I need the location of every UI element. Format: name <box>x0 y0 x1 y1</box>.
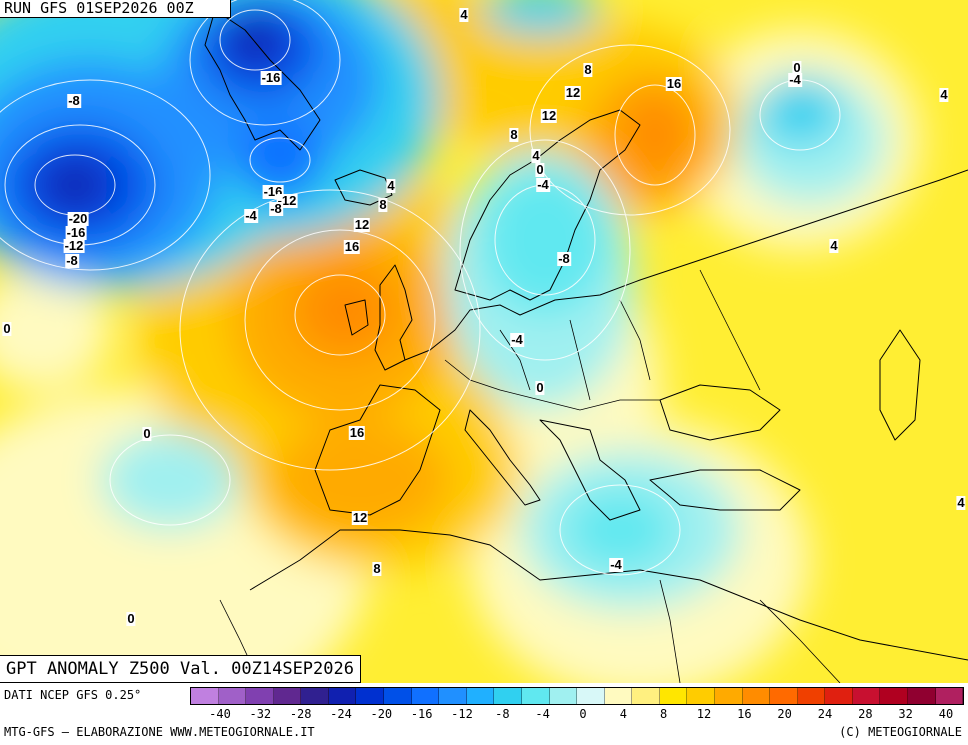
isoline-label: 0 <box>126 611 136 626</box>
colorbar-tick-label: -28 <box>289 707 312 721</box>
colorbar-swatch <box>191 688 219 704</box>
isoline-label: 8 <box>372 561 382 576</box>
isoline-label: 16 <box>343 239 361 254</box>
colorbar-swatch <box>604 688 633 704</box>
colorbar-swatch <box>273 688 302 704</box>
product-title: GPT ANOMALY Z500 Val. 00Z14SEP2026 <box>0 655 361 683</box>
isoline-label: 8 <box>509 127 519 142</box>
colorbar-swatch <box>797 688 826 704</box>
country-borders <box>219 269 841 683</box>
isoline-label: 12 <box>353 217 371 232</box>
colorbar-tick-label: -8 <box>495 707 510 721</box>
isoline-label: 4 <box>531 148 541 163</box>
isoline-label: -16 <box>65 225 87 240</box>
isoline-label: 4 <box>829 238 839 253</box>
colorbar-swatch <box>577 688 605 704</box>
colorbar-tick-label: 32 <box>898 707 913 721</box>
isoline-label: 12 <box>540 108 558 123</box>
isoline-label: -8 <box>269 201 283 216</box>
isoline-label: -4 <box>510 332 524 347</box>
isoline-label: 4 <box>386 178 396 193</box>
isoline-label: 0 <box>535 380 545 395</box>
colorbar-swatch <box>411 688 440 704</box>
credit-left: MTG-GFS – ELABORAZIONE WWW.METEOGIORNALE… <box>4 725 315 739</box>
colorbar-tick-label: 16 <box>737 707 752 721</box>
isoline-label: 16 <box>665 76 683 91</box>
colorbar-swatch <box>632 688 660 704</box>
anomaly-map: RUN GFS 01SEP2026 00Z 4 -8 -16 8 12 16 0… <box>0 0 968 683</box>
isoline-label: 0 <box>2 321 12 336</box>
colorbar-tick-label: 4 <box>619 707 627 721</box>
colorbar-swatch <box>825 688 853 704</box>
legend-footer: DATI NCEP GFS 0.25° -40 -32 -28 -24 -20 -16 -1… <box>0 683 968 745</box>
run-label: RUN GFS 01SEP2026 00Z <box>0 0 231 18</box>
isoline-label: 0 <box>792 60 802 75</box>
colorbar-swatch <box>770 688 798 704</box>
isoline-label: 4 <box>459 7 469 22</box>
colorbar-swatch <box>880 688 909 704</box>
coastlines <box>204 9 968 661</box>
isoline-label: -4 <box>788 72 802 87</box>
colorbar-tick-label: 8 <box>660 707 668 721</box>
anomaly-field <box>0 0 968 683</box>
colorbar-swatch <box>301 688 329 704</box>
isoline-label: 8 <box>378 197 388 212</box>
colorbar-swatch <box>494 688 522 704</box>
colorbar-tick-label: 24 <box>817 707 833 721</box>
colorbar <box>190 687 964 705</box>
data-source-label: DATI NCEP GFS 0.25° <box>4 688 142 702</box>
colorbar-tick-label: -24 <box>330 707 352 721</box>
credit-right: (C) METEOGIORNALE <box>839 725 962 739</box>
colorbar-swatch <box>935 688 964 704</box>
colorbar-swatch <box>687 688 715 704</box>
colorbar-swatch <box>328 688 357 704</box>
isoline-label: -12 <box>63 238 85 253</box>
isoline-label: -16 <box>260 70 282 85</box>
colorbar-swatch <box>714 688 743 704</box>
isoline-label: -8 <box>67 93 81 108</box>
colorbar-tick-label: 0 <box>579 707 587 721</box>
colorbar-swatch <box>384 688 412 704</box>
isoline-label: 12 <box>351 510 369 525</box>
colorbar-tick-label: -4 <box>535 707 550 721</box>
isoline-label: -8 <box>65 253 79 268</box>
isoline-label: 0 <box>142 426 152 441</box>
anomaly-shading <box>0 0 920 683</box>
colorbar-tick-label: 20 <box>777 707 792 721</box>
colorbar-tick-label: 28 <box>858 707 873 721</box>
isoline-label: 16 <box>348 425 366 440</box>
colorbar-tick-label: -16 <box>410 707 433 721</box>
colorbar-ticks: -40 -32 -28 -24 -20 -16 -12 -8 -4 0 4 8 12 16 20 24 28 32… <box>190 707 964 723</box>
isoline-label: -4 <box>244 208 258 223</box>
colorbar-tick-label: -20 <box>370 707 393 721</box>
colorbar-swatch <box>218 688 247 704</box>
isoline-label: -4 <box>609 557 623 572</box>
colorbar-swatch <box>549 688 578 704</box>
isoline-label: 4 <box>939 87 949 102</box>
colorbar-swatch <box>852 688 881 704</box>
colorbar-swatch <box>908 688 936 704</box>
isoline-label: -8 <box>557 251 571 266</box>
colorbar-tick-label: -12 <box>451 707 473 721</box>
colorbar-swatch <box>521 688 550 704</box>
colorbar-swatch <box>356 688 385 704</box>
colorbar-swatch <box>466 688 495 704</box>
colorbar-swatch <box>742 688 771 704</box>
colorbar-tick-label: 12 <box>696 707 712 721</box>
isoline-label: -20 <box>67 211 89 226</box>
colorbar-tick-label: -40 <box>209 707 231 721</box>
isoline-label: -4 <box>536 177 550 192</box>
colorbar-tick-label: -32 <box>249 707 272 721</box>
isoline-label: 12 <box>564 85 582 100</box>
colorbar-swatch <box>439 688 467 704</box>
isoline-label: 4 <box>956 495 966 510</box>
colorbar-swatch <box>659 688 688 704</box>
colorbar-tick-label: 40 <box>938 707 954 721</box>
isoline-label: 8 <box>583 62 593 77</box>
colorbar-swatch <box>246 688 274 704</box>
isoline-label: 0 <box>535 162 545 177</box>
